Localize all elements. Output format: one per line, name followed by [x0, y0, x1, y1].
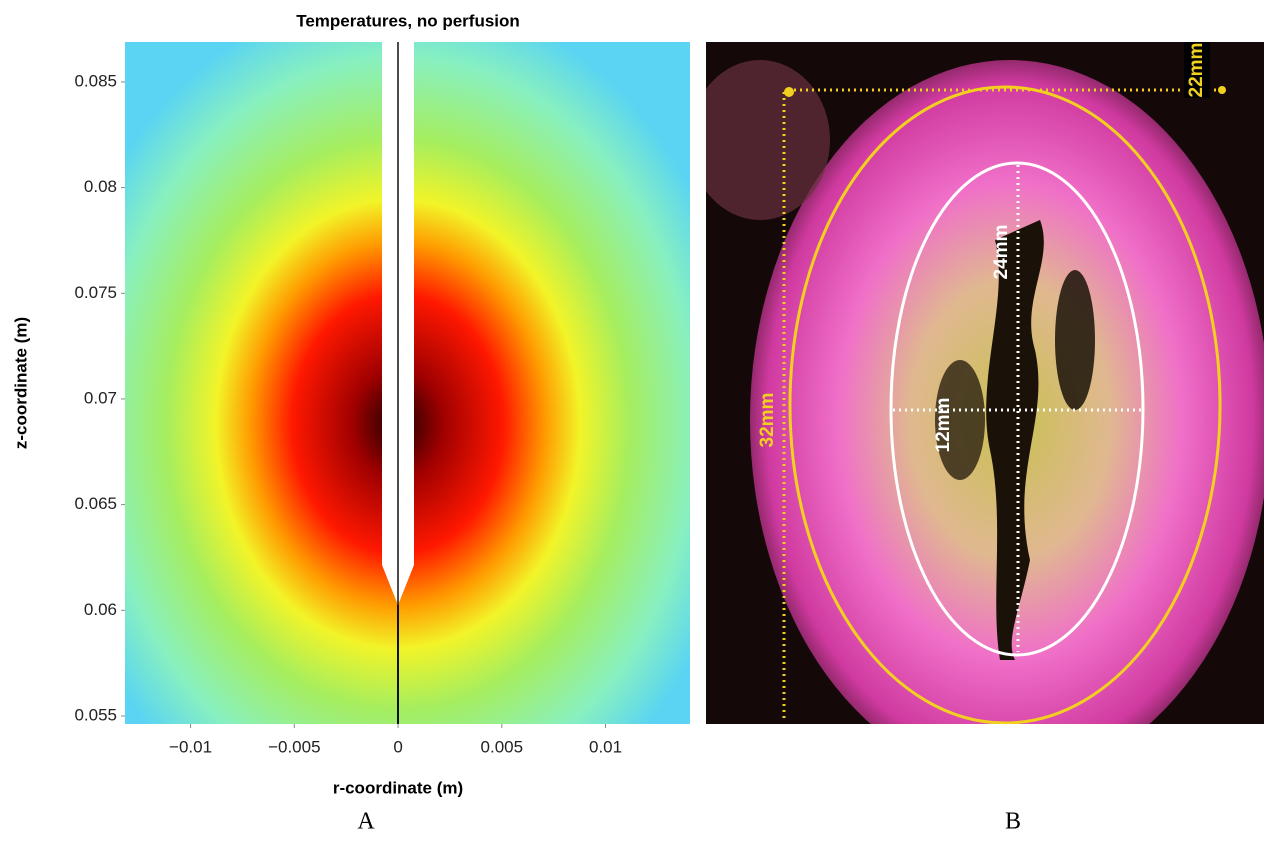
y-tick-label: 0.055 — [74, 705, 117, 724]
y-tick-label: 0.065 — [74, 494, 117, 513]
x-tick-label: −0.005 — [268, 737, 320, 756]
photo-annotation: 22mm — [1186, 43, 1207, 98]
y-tick-label: 0.07 — [84, 388, 117, 407]
y-tick-label: 0.075 — [74, 283, 117, 302]
heatmap — [125, 42, 690, 724]
x-tick-label: 0.01 — [589, 737, 622, 756]
photo-annotation: 12mm — [933, 398, 954, 453]
y-tick-label: 0.08 — [84, 177, 117, 196]
panel-label: B — [1005, 809, 1021, 835]
x-tick-label: −0.01 — [169, 737, 212, 756]
y-tick-label: 0.085 — [74, 71, 117, 90]
x-tick-label: 0.005 — [481, 737, 524, 756]
y-axis-title: z-coordinate (m) — [11, 317, 30, 449]
photo-annotation: 32mm — [757, 393, 778, 448]
y-tick-label: 0.06 — [84, 600, 117, 619]
photo-annotation: 24mm — [991, 225, 1012, 280]
chart-title: Temperatures, no perfusion — [296, 11, 520, 30]
photo — [706, 42, 1264, 724]
x-axis-title: r-coordinate (m) — [333, 778, 463, 797]
panel-label: A — [357, 809, 375, 835]
x-tick-label: 0 — [393, 737, 402, 756]
